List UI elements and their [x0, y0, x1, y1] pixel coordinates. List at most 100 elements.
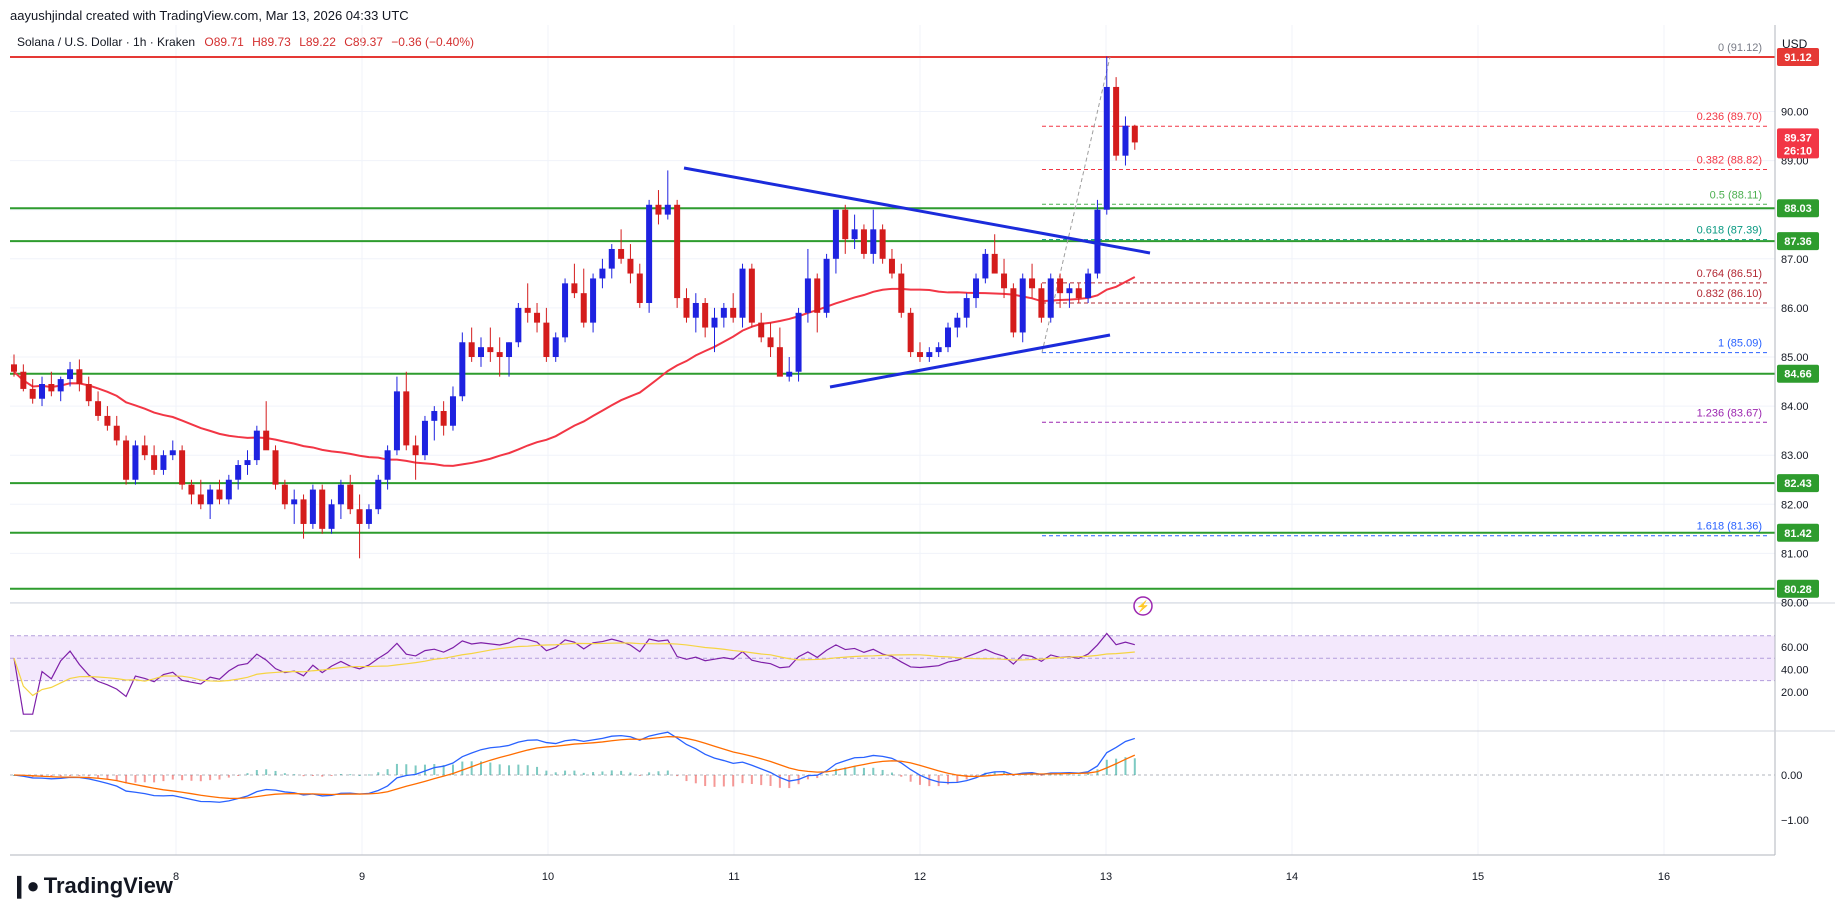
candle-body	[29, 388, 36, 399]
candle-body	[674, 204, 681, 299]
level-price-tag-bg	[1777, 364, 1819, 383]
horizontal-levels	[10, 56, 1775, 590]
candle-body	[263, 430, 270, 451]
candle-body	[767, 337, 774, 348]
level-price-tag: 82.43	[1784, 478, 1812, 490]
macd-histogram-bar	[732, 775, 735, 787]
time-tick-label: 12	[914, 871, 926, 883]
macd-histogram-bar	[890, 772, 893, 775]
fib-level-label: 0.382 (88.82)	[1697, 154, 1762, 166]
candle-body	[1122, 125, 1129, 156]
candle-body	[907, 312, 914, 353]
candle-body	[524, 307, 531, 313]
candle-body	[291, 499, 298, 505]
candles[interactable]	[11, 56, 1138, 559]
level-price-tag: 81.42	[1784, 528, 1812, 540]
macd-histogram-bar	[461, 761, 464, 775]
candle-body	[11, 364, 17, 372]
trendlines[interactable]	[683, 166, 1151, 389]
candle-body	[412, 445, 419, 456]
currency-label[interactable]: USD	[1782, 37, 1808, 51]
fib-retracement[interactable]: 0 (91.12) 0.236 (89.70) 0.382 (88.82) 0.5 (…	[1041, 42, 1770, 537]
macd-histogram-bar	[517, 764, 520, 775]
candle-body	[393, 391, 400, 451]
candle-body	[991, 253, 998, 274]
candle-body	[1094, 209, 1101, 274]
macd-histogram-bar	[302, 775, 305, 777]
symbol-legend[interactable]: Solana / U.S. Dollar · 1h · Kraken O89.7…	[17, 35, 479, 49]
time-tick-label: 11	[728, 871, 739, 883]
candle-body	[879, 229, 886, 259]
candle-body	[1066, 288, 1073, 294]
macd-histogram-bar	[536, 766, 539, 775]
macd-histogram-bar	[564, 770, 567, 775]
candle-body	[1131, 125, 1138, 143]
macd-histogram-bar	[778, 775, 781, 788]
candle-body	[1029, 278, 1036, 289]
candle-body	[599, 268, 606, 279]
candle-body	[197, 494, 204, 505]
macd-histogram-bar	[190, 775, 193, 781]
candle-body	[459, 342, 466, 397]
level-price-tag-bg	[1777, 579, 1819, 598]
macd-histogram-bar	[395, 763, 398, 775]
macd-histogram-bar	[134, 775, 137, 783]
macd-histogram-bar	[760, 775, 763, 786]
macd-histogram-bar	[367, 774, 370, 776]
macd-histogram-bar	[171, 775, 174, 780]
macd-histogram-bar	[844, 767, 847, 775]
candle-body	[627, 258, 634, 274]
candle-body	[1019, 278, 1026, 333]
macd-histogram-bar	[255, 770, 258, 775]
macd-signal-line	[13, 735, 1136, 800]
candle-body	[851, 229, 858, 240]
candle-body	[319, 489, 326, 529]
candle-body	[618, 248, 625, 259]
macd-histogram-bar	[666, 770, 669, 775]
rsi-panel[interactable]: 60.00 40.00 20.00	[10, 632, 1809, 715]
candle-body	[39, 384, 46, 399]
macd-histogram-bar	[704, 775, 707, 787]
macd-histogram-bar	[69, 775, 72, 776]
event-lightning-icon	[1133, 596, 1153, 616]
candle-body	[151, 455, 158, 470]
candle-body	[1085, 273, 1092, 299]
candle-body	[804, 278, 811, 313]
resistance-price-tag-bg	[1777, 48, 1819, 66]
macd-histogram-bar	[657, 771, 660, 775]
tradingview-brand[interactable]: ❙● TradingView	[10, 873, 173, 899]
macd-histogram-bar	[862, 767, 865, 775]
candle-body	[272, 450, 279, 485]
candle-body	[1057, 278, 1064, 294]
macd-histogram-bar	[106, 775, 109, 780]
macd-histogram-bar	[162, 775, 165, 782]
candle-body	[720, 307, 727, 318]
macd-histogram-bar	[750, 775, 753, 784]
candle-body	[963, 298, 970, 318]
macd-panel[interactable]: 0.00 −1.00	[10, 731, 1809, 827]
low-value: L89.22	[299, 35, 336, 49]
level-price-tag: 80.28	[1784, 584, 1812, 596]
time-tick-label: 16	[1658, 871, 1670, 883]
candle-body	[356, 509, 363, 524]
level-price-tag-bg	[1777, 199, 1819, 218]
macd-histogram-bar	[1068, 774, 1071, 776]
fib-level-label: 0.832 (86.10)	[1697, 288, 1762, 300]
price-tick-label: 89.00	[1781, 156, 1809, 168]
candle-body	[244, 460, 251, 466]
macd-histogram-bar	[722, 775, 725, 787]
candle-body	[1103, 86, 1110, 210]
candle-body	[842, 209, 849, 240]
candle-body	[403, 391, 410, 446]
candle-body	[664, 204, 671, 215]
event-lightning-glyph: ⚡	[1136, 600, 1150, 613]
macd-histogram-bar	[956, 775, 959, 783]
candle-body	[795, 312, 802, 372]
candle-body	[20, 371, 27, 389]
moving-average-line	[13, 276, 1136, 467]
symbol-title[interactable]: Solana / U.S. Dollar · 1h · Kraken	[17, 35, 196, 49]
candle-body	[730, 307, 737, 318]
macd-histogram-bar	[433, 764, 436, 775]
ascending-trendline	[829, 333, 1111, 389]
